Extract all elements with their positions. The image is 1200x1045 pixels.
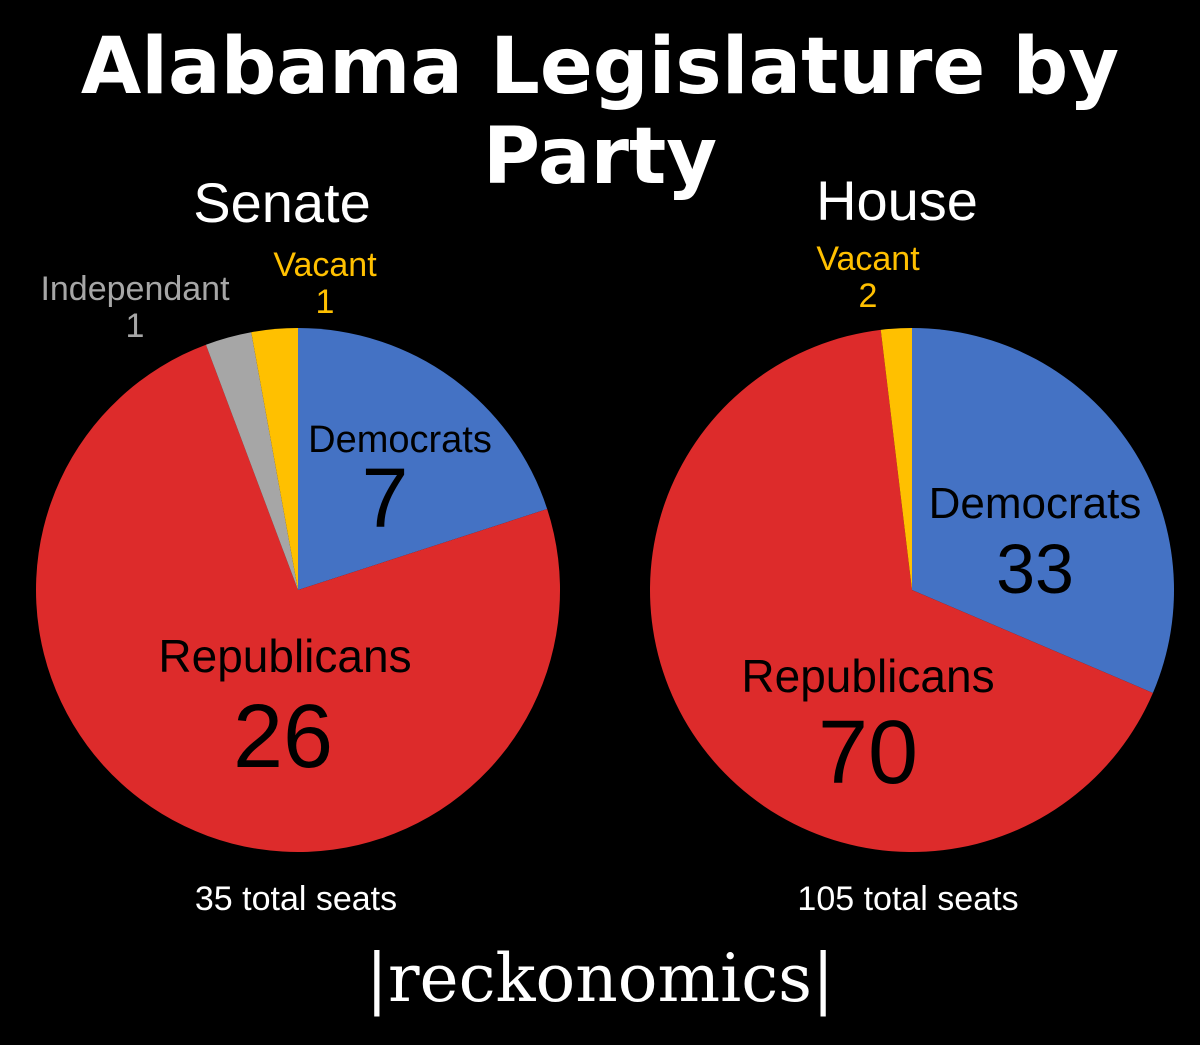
senate-slice-republicans xyxy=(36,344,561,853)
senate-total-seats: 35 total seats xyxy=(195,880,397,918)
senate-label-independant: Independant xyxy=(40,270,230,308)
house-total-seats: 105 total seats xyxy=(797,880,1018,918)
house-label-democrats: Democrats xyxy=(929,479,1142,528)
brand-logo: |reckonomics| xyxy=(365,940,835,1017)
senate-value-independant: 1 xyxy=(126,307,145,345)
senate-value-democrats: 7 xyxy=(362,451,409,545)
house-value-vacant: 2 xyxy=(859,277,878,315)
senate-label-democrats: Democrats xyxy=(308,419,492,461)
house-slice-republicans xyxy=(650,329,1153,852)
house-label-republicans: Republicans xyxy=(741,650,994,702)
senate-slice-democrats xyxy=(298,328,548,590)
senate-value-republicans: 26 xyxy=(233,687,333,787)
house-value-republicans: 70 xyxy=(818,703,918,803)
senate-label-vacant: Vacant xyxy=(273,246,377,284)
senate-slice-independant xyxy=(205,332,298,590)
house-slice-vacant xyxy=(880,328,912,590)
house-label-vacant: Vacant xyxy=(816,240,920,278)
chart-title: Alabama Legislature by Party xyxy=(80,22,1120,202)
house-slice-democrats xyxy=(912,328,1175,693)
house-title: House xyxy=(816,169,978,232)
house-value-democrats: 33 xyxy=(996,530,1074,608)
senate-value-vacant: 1 xyxy=(316,283,335,321)
senate-title: Senate xyxy=(193,171,371,234)
senate-label-republicans: Republicans xyxy=(158,630,411,682)
senate-slice-vacant xyxy=(251,328,298,590)
